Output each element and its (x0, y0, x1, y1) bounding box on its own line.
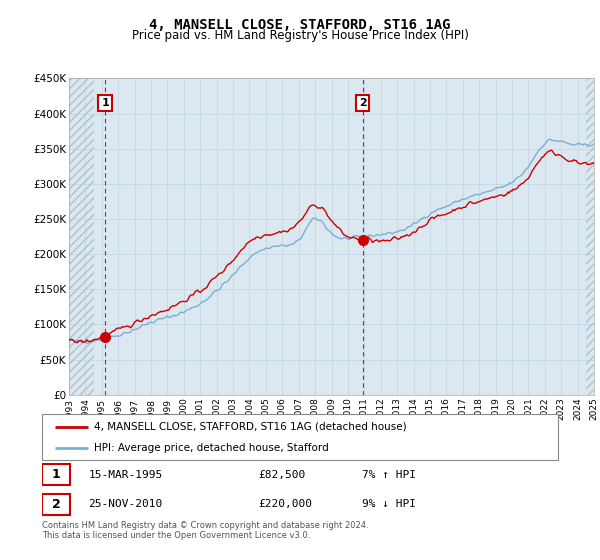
Bar (586, 78, 594, 395)
FancyBboxPatch shape (42, 464, 70, 485)
FancyBboxPatch shape (42, 414, 558, 460)
Text: 15-MAR-1995: 15-MAR-1995 (88, 470, 163, 480)
Text: 9% ↓ HPI: 9% ↓ HPI (362, 500, 416, 509)
Text: 1: 1 (52, 468, 61, 481)
Text: Contains HM Land Registry data © Crown copyright and database right 2024.
This d: Contains HM Land Registry data © Crown c… (42, 521, 368, 540)
Text: 4, MANSELL CLOSE, STAFFORD, ST16 1AG: 4, MANSELL CLOSE, STAFFORD, ST16 1AG (149, 18, 451, 32)
Text: 4, MANSELL CLOSE, STAFFORD, ST16 1AG (detached house): 4, MANSELL CLOSE, STAFFORD, ST16 1AG (de… (94, 422, 406, 432)
Text: £82,500: £82,500 (259, 470, 306, 480)
Text: 2: 2 (359, 98, 367, 108)
Text: 25-NOV-2010: 25-NOV-2010 (88, 500, 163, 509)
Bar (69, 78, 94, 395)
Text: 1: 1 (101, 98, 109, 108)
Text: HPI: Average price, detached house, Stafford: HPI: Average price, detached house, Staf… (94, 443, 328, 453)
Text: 7% ↑ HPI: 7% ↑ HPI (362, 470, 416, 480)
Text: £220,000: £220,000 (259, 500, 313, 509)
FancyBboxPatch shape (42, 494, 70, 515)
Text: Price paid vs. HM Land Registry's House Price Index (HPI): Price paid vs. HM Land Registry's House … (131, 29, 469, 42)
Text: 2: 2 (52, 498, 61, 511)
